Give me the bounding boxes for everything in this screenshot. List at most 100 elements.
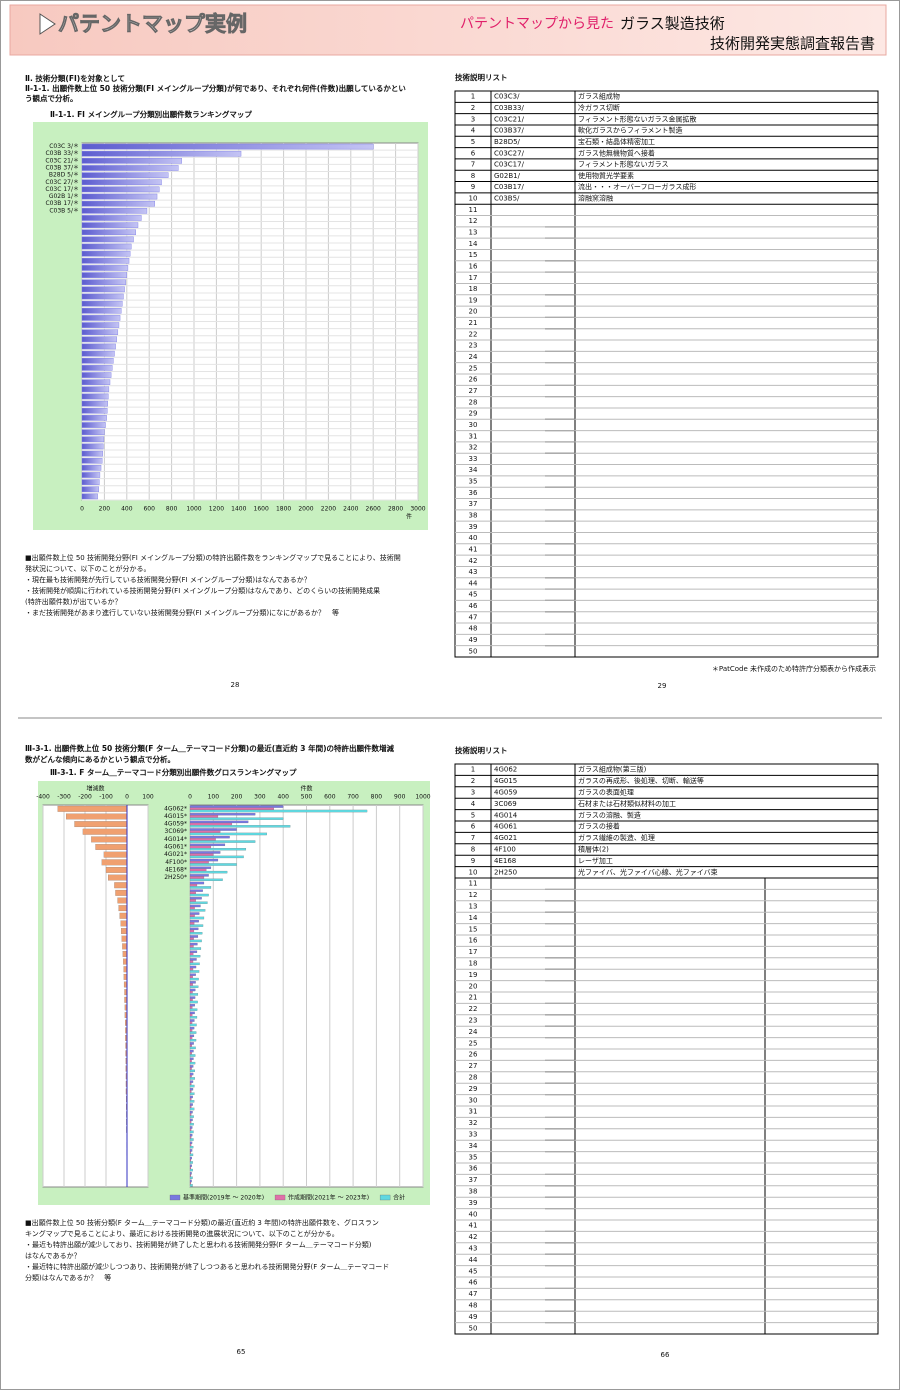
- bar: [81, 436, 105, 443]
- bar: [189, 805, 284, 808]
- bar: [189, 822, 233, 826]
- y-tick-label: B28D 5/＊: [49, 172, 79, 179]
- table-cell: 32: [469, 1119, 478, 1127]
- bar: [81, 200, 156, 207]
- bar: [81, 186, 160, 193]
- bar: [189, 876, 205, 879]
- bar: [189, 866, 212, 869]
- bar: [189, 914, 195, 917]
- bar: [189, 929, 195, 933]
- bar: [81, 243, 132, 250]
- x-tick-label: 600: [143, 506, 155, 513]
- x2-tick-label: 0: [125, 794, 129, 801]
- x-tick-label: 2600: [366, 506, 381, 513]
- heading: う観点で分析。: [25, 93, 78, 103]
- bar: [189, 947, 202, 950]
- bar: [189, 968, 194, 971]
- table-cell: 5: [471, 138, 475, 146]
- table-cell: 17: [469, 948, 478, 956]
- bar: [189, 960, 194, 963]
- bar: [189, 886, 212, 889]
- table-cell: 48: [469, 625, 478, 633]
- bar: [114, 882, 128, 889]
- bar: [189, 1143, 192, 1147]
- x-tick-label: 1000: [415, 794, 430, 801]
- bar: [189, 897, 202, 900]
- x-tick-label: 1000: [186, 506, 201, 513]
- y-tick-label: C03C 3/＊: [49, 143, 79, 150]
- bar: [189, 1181, 192, 1185]
- table-cell: 24: [469, 353, 478, 361]
- bar: [189, 904, 201, 908]
- bar: [189, 817, 284, 820]
- bar: [81, 279, 126, 286]
- bar: [81, 365, 113, 371]
- table-cell: 15: [469, 251, 478, 259]
- x2-tick-label: -100: [99, 794, 113, 801]
- table-cell: 積層体(2): [578, 845, 609, 854]
- bar: [189, 1019, 195, 1022]
- bar: [81, 165, 179, 171]
- bar: [189, 965, 197, 969]
- bar: [189, 1077, 195, 1080]
- bar: [122, 943, 128, 950]
- table-cell: 4: [471, 127, 476, 135]
- bar: [189, 835, 230, 839]
- bar: [81, 179, 162, 186]
- y-tick-label: 4G021*: [164, 851, 187, 858]
- table-cell: 20: [469, 308, 478, 316]
- bar: [189, 1176, 193, 1179]
- legend-swatch: [274, 1194, 286, 1201]
- table-cell: 4F100: [494, 846, 516, 854]
- x-tick-label: 400: [121, 506, 133, 513]
- bar: [189, 983, 193, 986]
- bar: [189, 945, 194, 948]
- table-cell: 14: [469, 240, 478, 248]
- bar: [189, 1164, 192, 1167]
- table-cell: 28: [469, 1074, 478, 1082]
- bar: [81, 272, 127, 278]
- bar: [189, 1008, 198, 1011]
- table-cell: 21: [469, 319, 478, 327]
- table-cell: 50: [469, 647, 478, 655]
- bar: [123, 958, 128, 965]
- bar: [189, 906, 195, 910]
- table-cell: 3C069: [494, 800, 517, 808]
- x-tick-label: 300: [254, 794, 266, 801]
- bar: [81, 350, 115, 357]
- table-cell: 4: [471, 800, 476, 808]
- note: ・まだ技術開発があまり進行していない技術開発分野(FI メイングループ分類)にな…: [25, 608, 339, 617]
- table-cell: 28: [469, 398, 478, 406]
- table-cell: 50: [469, 1324, 478, 1332]
- bar: [189, 884, 198, 887]
- table-cell: 10: [469, 868, 478, 876]
- table-cell: C03B37/: [494, 127, 525, 135]
- x-tick-label: 200: [231, 794, 243, 801]
- y-tick-label: 4G014*: [164, 836, 187, 843]
- bar: [189, 874, 209, 877]
- table-cell: 30: [469, 1096, 478, 1104]
- table-cell: 31: [469, 1108, 478, 1116]
- table-cell: 40: [469, 534, 478, 542]
- y-tick-label: 4E168*: [165, 866, 187, 873]
- table-cell: 1: [471, 766, 475, 774]
- bar: [82, 828, 128, 835]
- table-cell: 6: [471, 823, 476, 831]
- bar: [189, 1095, 193, 1099]
- header-subtitle: パテントマップから見た: [460, 16, 614, 32]
- table-cell: 39: [469, 1199, 478, 1207]
- bar: [189, 1100, 195, 1103]
- bar: [189, 863, 237, 866]
- table-cell: 4G059: [494, 789, 517, 797]
- table-cell: 46: [469, 1279, 478, 1287]
- table-cell: 32: [469, 444, 478, 452]
- bar: [189, 990, 193, 994]
- footnote: ＊PatCode 未作成のため特許庁分類表から作成表示: [712, 664, 876, 673]
- bar: [189, 813, 256, 816]
- y-tick-label: C03B 17/＊: [45, 200, 79, 207]
- y-tick-label: 3C069*: [165, 828, 187, 835]
- table-cell: 5: [471, 811, 475, 819]
- heading: Ⅲ-3-1. 出願件数上位 50 技術分類(F ターム＿テーマコード分類)の最近…: [25, 743, 395, 753]
- table-cell: 35: [469, 478, 478, 486]
- x-axis-label: 件数: [300, 785, 312, 793]
